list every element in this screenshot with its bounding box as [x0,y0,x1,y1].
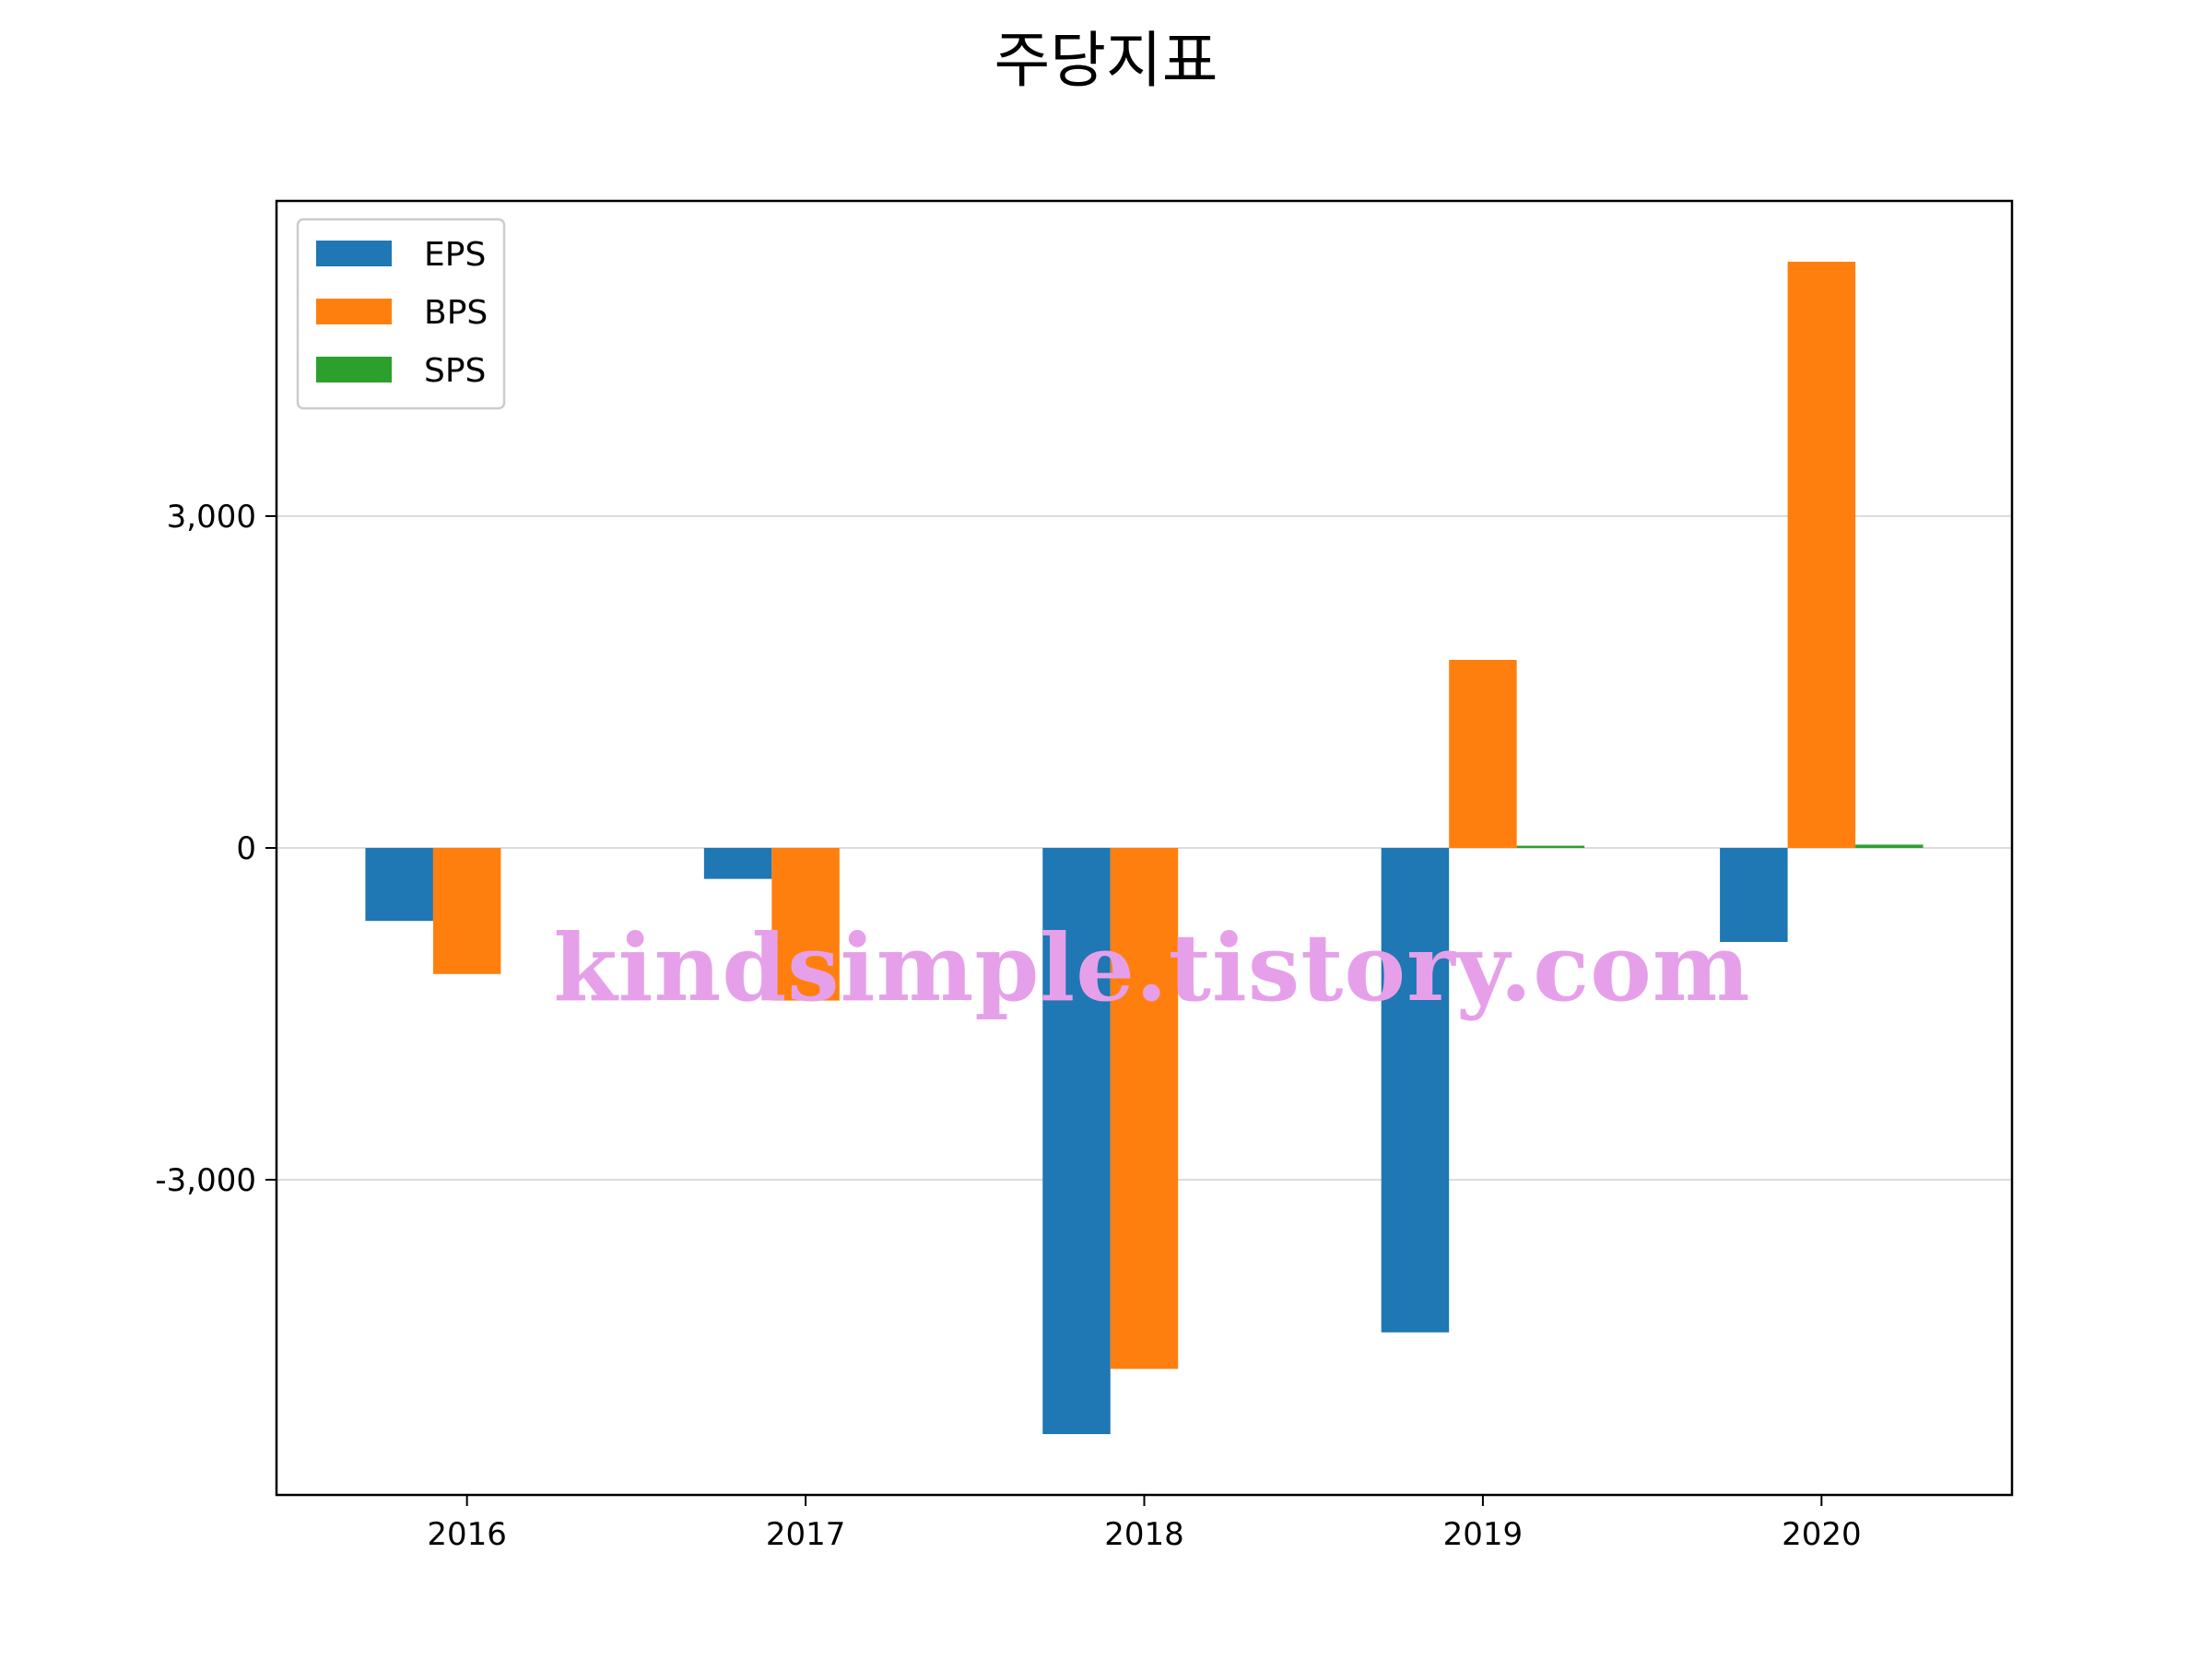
x-axis: 2016 2017 2018 2019 2020 [427,1495,1862,1553]
bar-eps-2020 [1720,848,1788,942]
y-axis: -3,000 0 3,000 [155,499,276,1199]
bars [365,262,1924,1434]
legend-items: EPS BPS SPS [316,236,488,390]
legend: EPS BPS SPS [296,218,506,410]
legend-swatch-bps [316,299,392,324]
bar-bps-2020 [1787,262,1856,848]
bar-eps-2016 [365,848,433,922]
x-tick-label: 2020 [1782,1516,1862,1553]
legend-label-eps: EPS [424,236,486,274]
legend-label-sps: SPS [424,352,486,390]
x-tick-label: 2017 [766,1516,846,1553]
bar-eps-2018 [1042,848,1111,1434]
bar-bps-2016 [432,848,501,974]
bar-eps-2017 [703,848,772,879]
y-tick-label: 3,000 [167,499,256,535]
x-tick-label: 2018 [1104,1516,1184,1553]
y-tick-label: 0 [236,830,256,867]
legend-swatch-eps [316,241,392,266]
x-tick-label: 2016 [427,1516,507,1553]
bar-sps-2020 [1855,844,1924,848]
bar-sps-2019 [1516,845,1585,848]
watermark-text: kindsimple.tistory.com [553,913,1750,1022]
bar-bps-2018 [1110,848,1179,1370]
x-tick-label: 2019 [1443,1516,1524,1553]
bar-bps-2017 [771,848,840,1001]
y-tick-label: -3,000 [155,1162,256,1199]
chart-title: 주당지표 [994,25,1218,96]
legend-swatch-sps [316,357,392,382]
bar-bps-2019 [1449,660,1517,848]
legend-label-bps: BPS [424,294,488,332]
bar-eps-2019 [1381,848,1450,1333]
plot-area [275,199,2014,1497]
